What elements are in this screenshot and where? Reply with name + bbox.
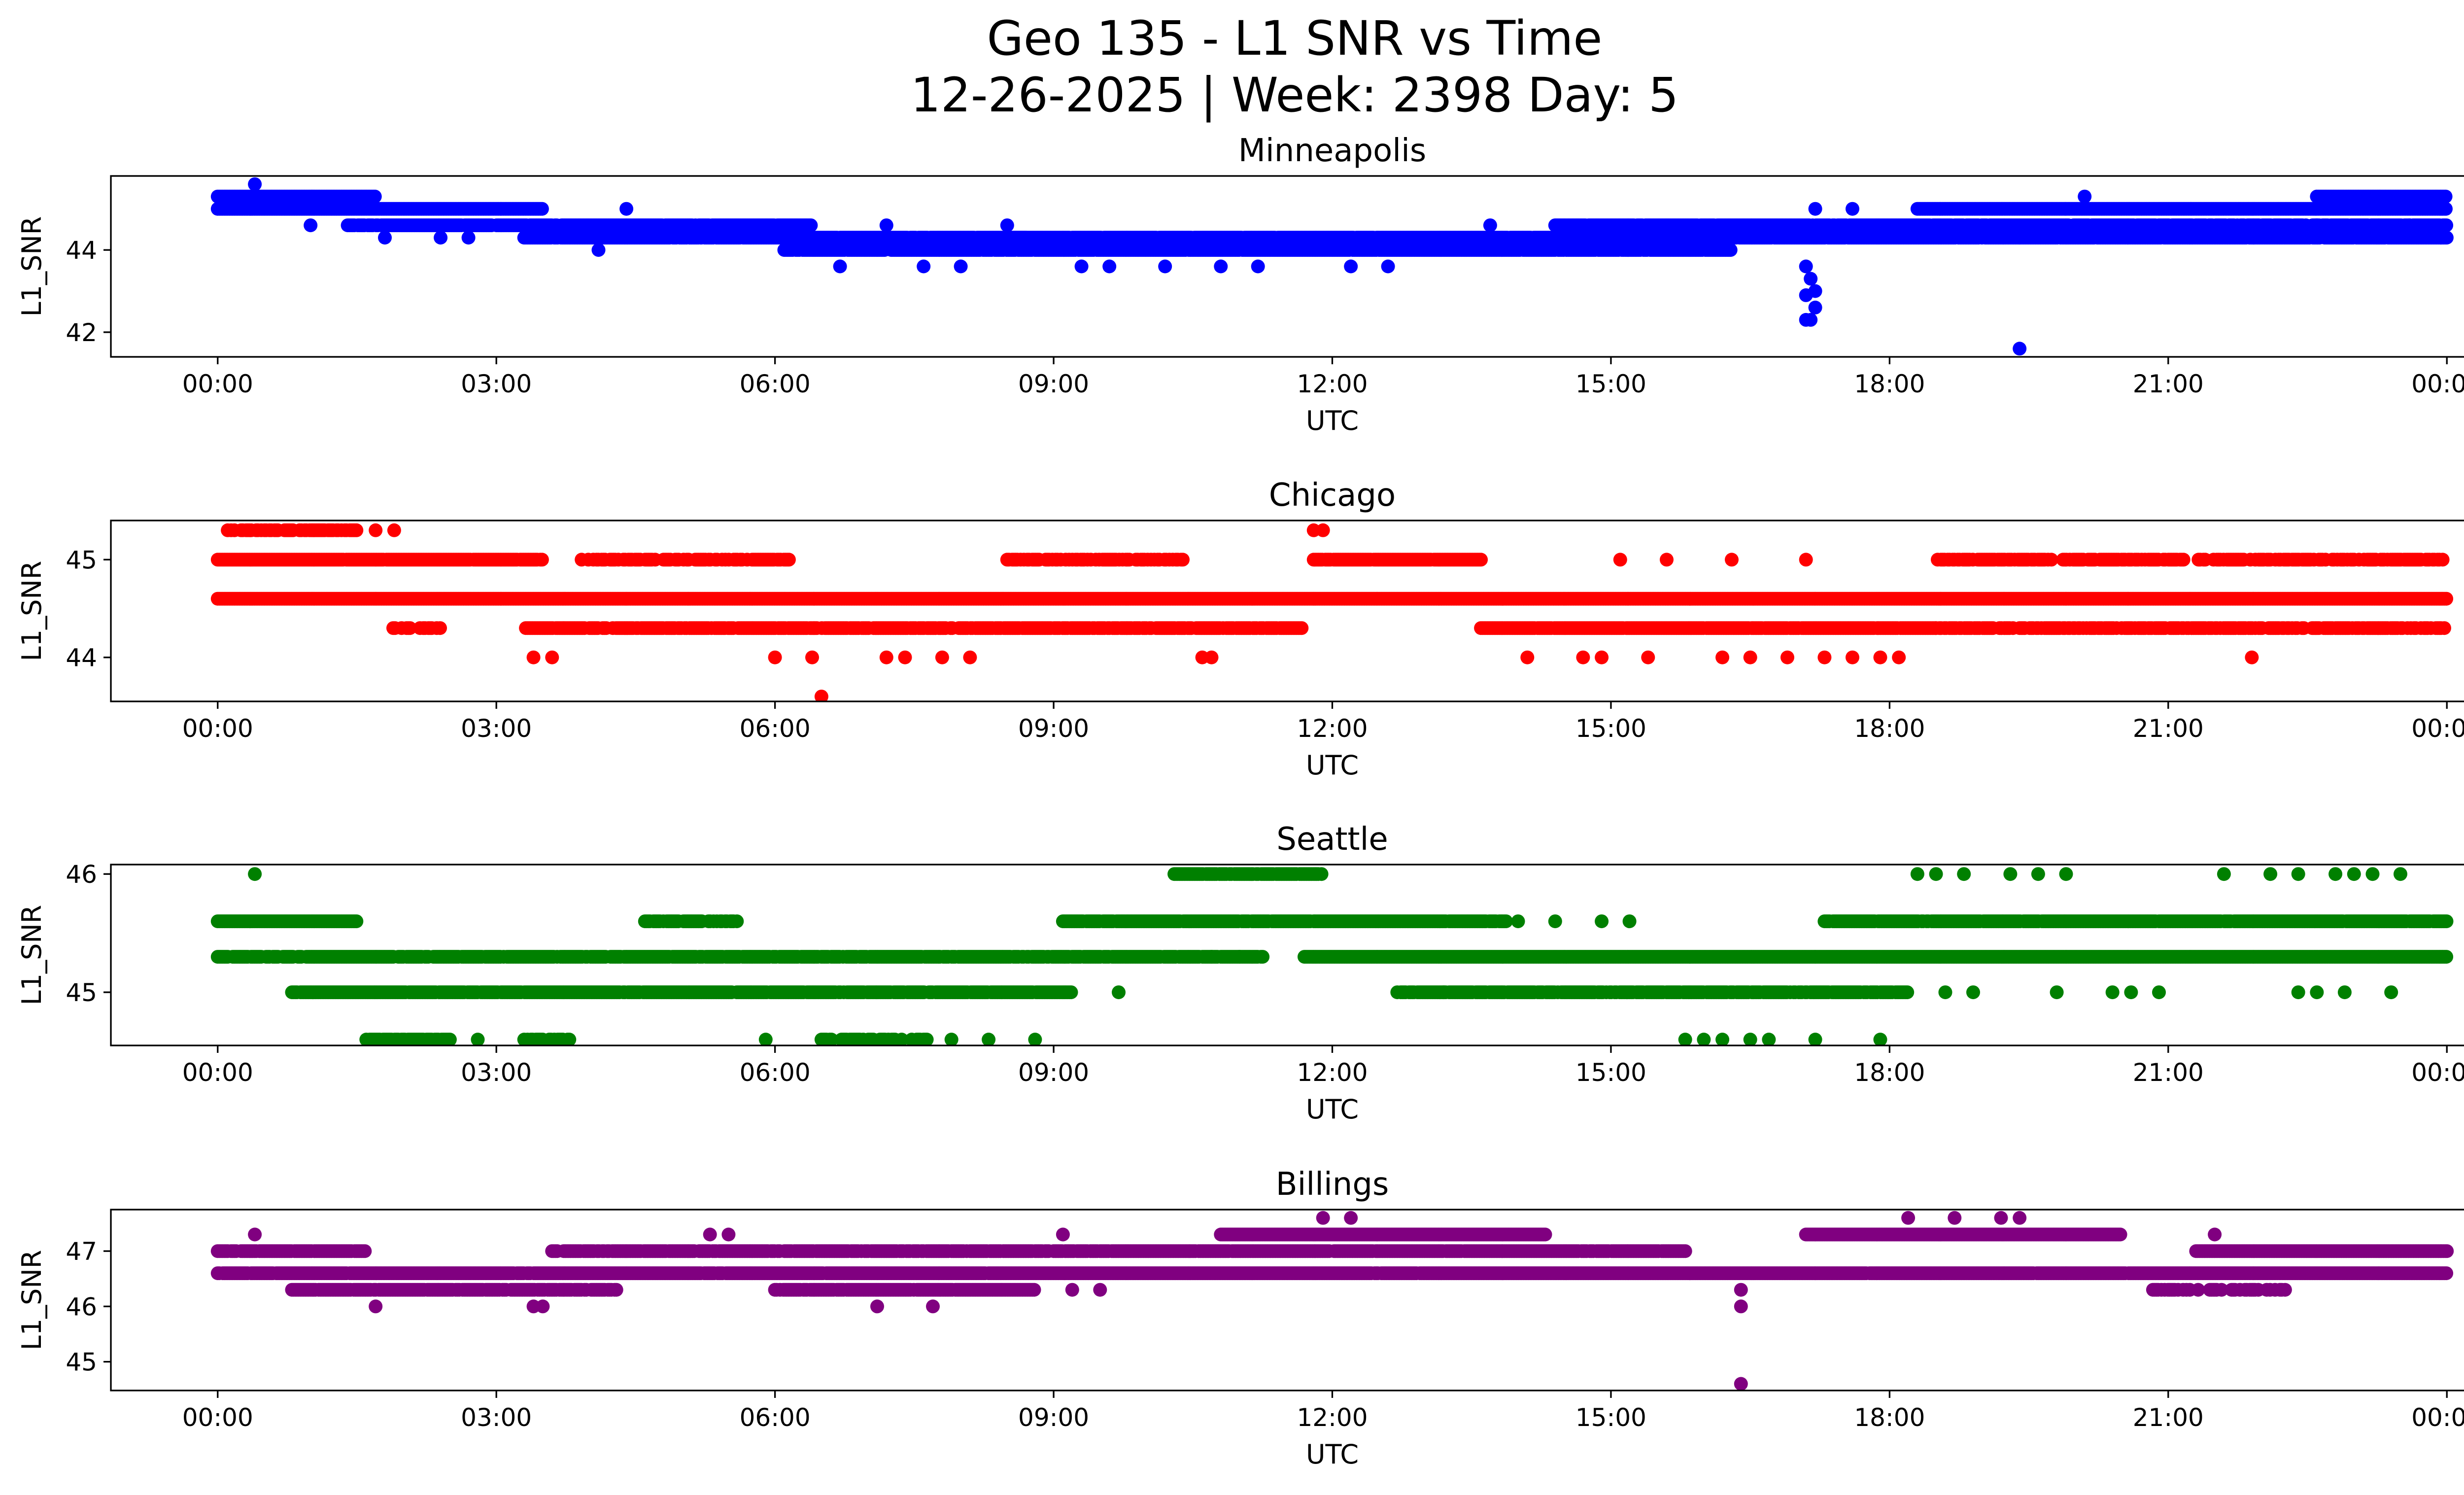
data-point	[304, 218, 318, 233]
data-point	[1000, 218, 1014, 233]
data-point	[368, 189, 382, 204]
data-point	[2310, 218, 2324, 233]
data-point	[1799, 313, 1813, 327]
data-point	[1102, 259, 1117, 274]
data-point	[1176, 553, 1190, 567]
data-point	[1474, 553, 1488, 567]
minneapolis-y-axis-label: L1_SNR	[16, 216, 47, 317]
minneapolis-title: Minneapolis	[1238, 133, 1426, 169]
data-point	[2439, 231, 2454, 245]
data-point	[2439, 591, 2454, 606]
data-point	[833, 259, 847, 274]
data-point	[1808, 300, 1822, 314]
data-point	[1214, 259, 1228, 274]
data-point	[917, 259, 931, 274]
data-point	[1381, 259, 1395, 274]
chicago-title: Chicago	[1269, 477, 1396, 514]
data-point	[693, 231, 708, 245]
data-point	[591, 243, 606, 257]
x-tick-label: 09:00	[1018, 370, 1089, 398]
data-point	[879, 218, 893, 233]
data-point	[2402, 218, 2417, 233]
minneapolis-points	[210, 177, 2454, 356]
data-point	[2013, 342, 2027, 356]
panel-minneapolis: Minneapolis 00:00 03:00 06:00 09:00 12:00 15:0…	[16, 133, 2464, 436]
data-point	[1074, 259, 1089, 274]
data-point	[2013, 231, 2027, 245]
data-point	[954, 259, 968, 274]
data-point	[461, 231, 476, 245]
data-point	[535, 202, 549, 216]
y-tick-label: 42	[66, 318, 97, 347]
data-point	[535, 553, 549, 567]
data-point	[619, 202, 634, 216]
data-point	[804, 218, 818, 233]
minneapolis-x-axis-label: UTC	[1306, 405, 1359, 436]
data-point	[782, 553, 796, 567]
data-point	[2044, 553, 2058, 567]
y-tick-label: 44	[66, 236, 97, 265]
data-point	[1483, 218, 1497, 233]
x-tick-label: 00:00	[182, 370, 253, 398]
x-tick-label: 12:00	[1297, 370, 1368, 398]
x-tick-label: 03:00	[461, 370, 532, 398]
data-point	[1846, 202, 1859, 216]
data-point	[1808, 202, 1822, 216]
data-point	[1799, 288, 1813, 302]
x-tick-label: 06:00	[740, 370, 811, 398]
data-point	[1344, 259, 1358, 274]
figure-title-line-2: 12-26-2025 | Week: 2398 Day: 5	[911, 68, 1679, 123]
x-tick-label: 15:00	[1575, 370, 1646, 398]
data-point	[248, 177, 262, 191]
x-tick-label: 21:00	[2133, 370, 2204, 398]
data-point	[2438, 189, 2453, 204]
data-point	[1723, 243, 1738, 257]
x-tick-label: 00:00	[2411, 370, 2464, 398]
data-point	[434, 231, 448, 245]
x-tick-label: 18:00	[1854, 370, 1925, 398]
data-point	[378, 231, 392, 245]
data-point	[1799, 259, 1813, 274]
data-point	[1158, 259, 1172, 274]
data-point	[2439, 202, 2453, 216]
data-point	[1804, 272, 1818, 286]
data-point	[2439, 218, 2454, 233]
data-point	[2078, 189, 2092, 204]
data-point	[1251, 259, 1265, 274]
figure-title-line-1: Geo 135 - L1 SNR vs Time	[987, 11, 1603, 66]
chicago-points	[210, 523, 2454, 701]
